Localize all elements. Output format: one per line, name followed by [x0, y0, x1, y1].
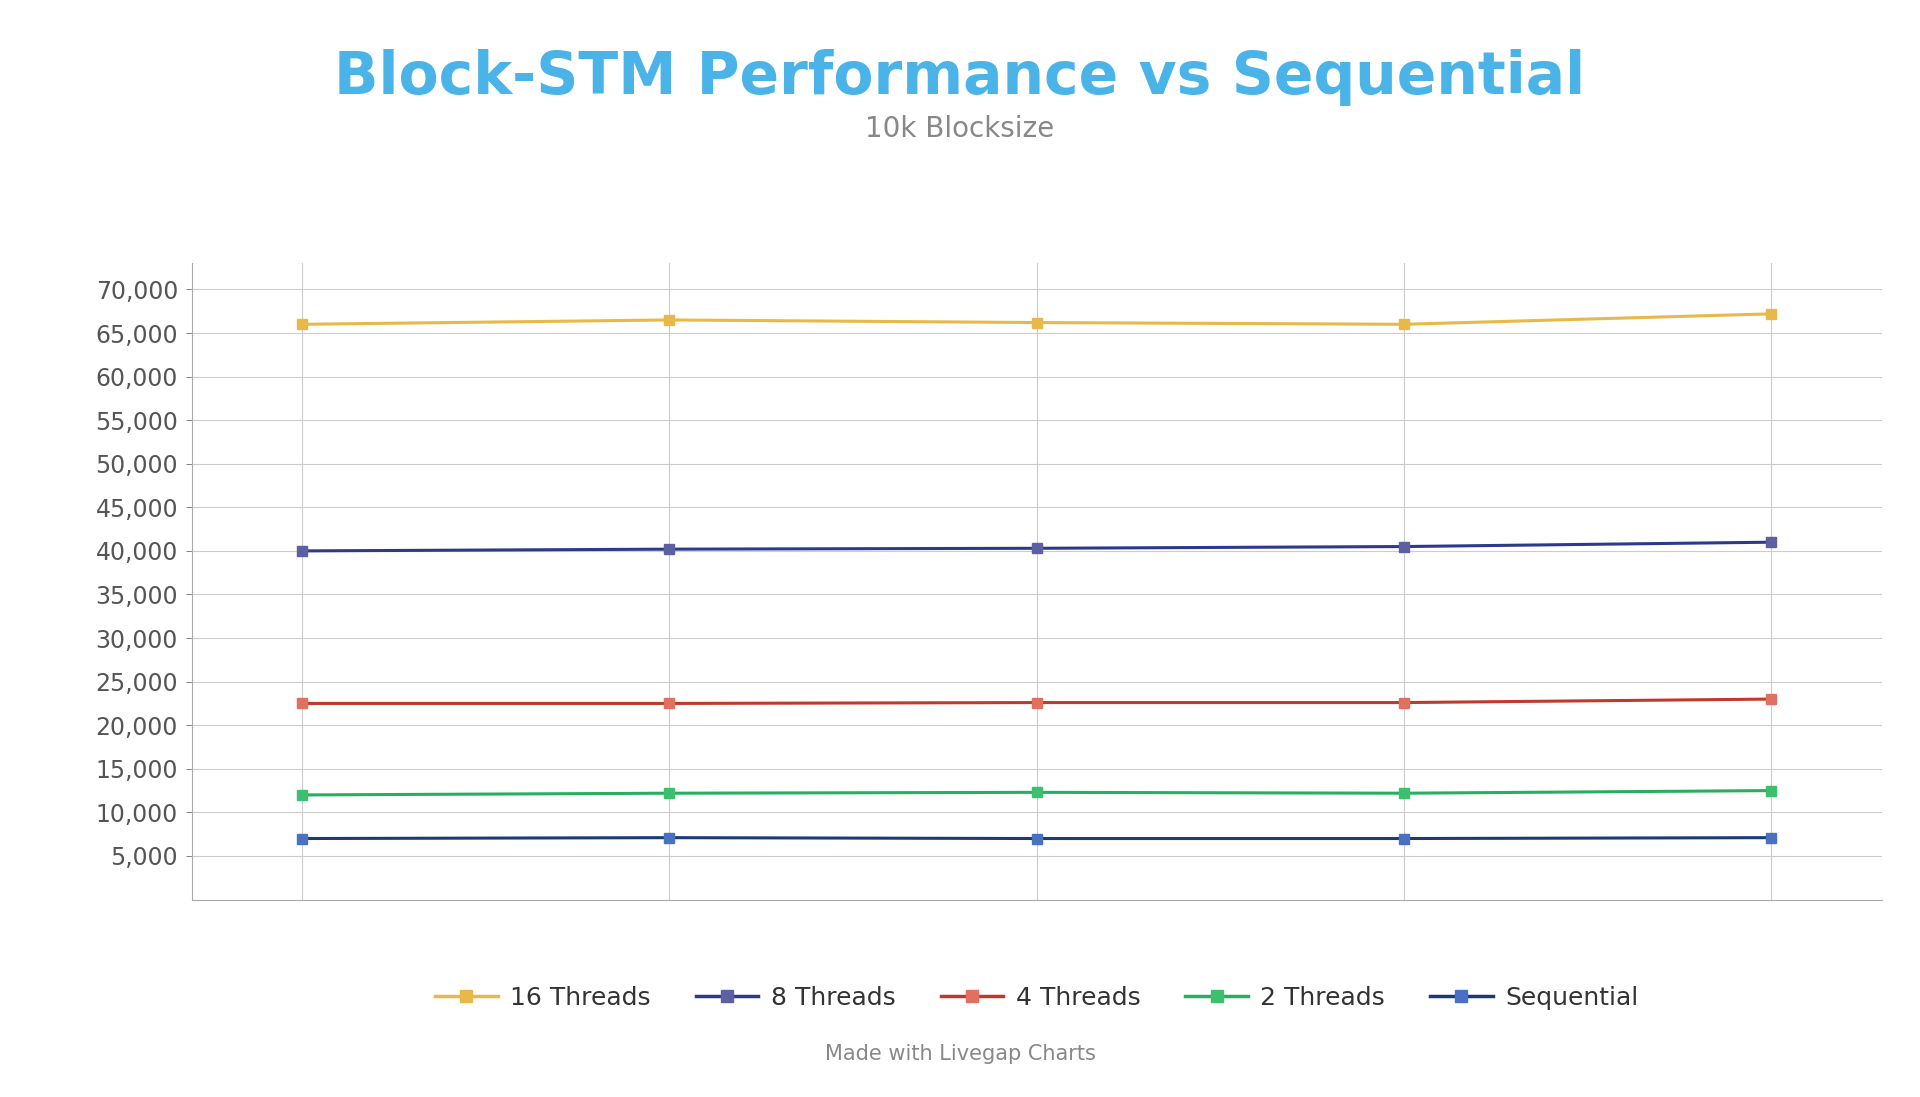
Text: 10k Blocksize: 10k Blocksize	[866, 115, 1054, 144]
Text: Block-STM Performance vs Sequential: Block-STM Performance vs Sequential	[334, 49, 1586, 106]
Text: Made with Livegap Charts: Made with Livegap Charts	[824, 1044, 1096, 1064]
Legend: 16 Threads, 8 Threads, 4 Threads, 2 Threads, Sequential: 16 Threads, 8 Threads, 4 Threads, 2 Thre…	[424, 975, 1649, 1020]
